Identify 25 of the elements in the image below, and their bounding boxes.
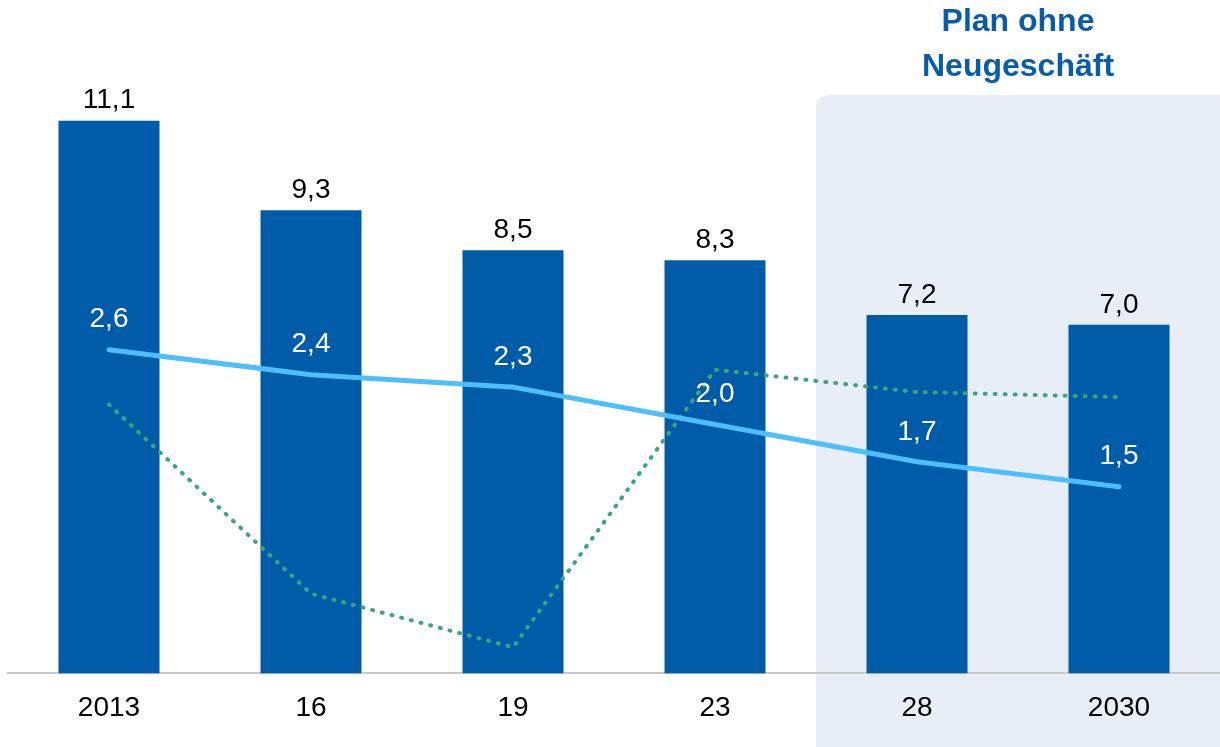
bar bbox=[1068, 324, 1170, 674]
bar bbox=[260, 210, 362, 674]
bar bbox=[462, 250, 564, 674]
data-label: 7,0 bbox=[1099, 287, 1139, 319]
x-tick-label: 19 bbox=[497, 690, 529, 722]
data-label: 2,4 bbox=[291, 327, 331, 359]
data-label: 2,6 bbox=[89, 302, 129, 334]
data-label: 8,5 bbox=[493, 212, 533, 244]
data-label: 8,3 bbox=[695, 222, 735, 254]
x-tick-label: 2013 bbox=[77, 690, 141, 722]
data-label: 9,3 bbox=[291, 173, 331, 205]
x-tick-label: 23 bbox=[699, 690, 731, 722]
band-label: Plan ohne Neugeschäft bbox=[921, 1, 1115, 83]
x-tick-label: 16 bbox=[295, 690, 327, 722]
x-tick-label: 28 bbox=[901, 690, 933, 722]
data-label: 1,5 bbox=[1099, 439, 1139, 471]
data-label: 1,7 bbox=[897, 414, 937, 446]
bar bbox=[866, 314, 968, 674]
bar bbox=[58, 120, 160, 674]
data-label: 11,1 bbox=[82, 83, 136, 115]
x-tick-label: 2030 bbox=[1087, 690, 1151, 722]
data-label: 2,0 bbox=[695, 377, 735, 409]
data-label: 2,3 bbox=[493, 339, 533, 371]
bar bbox=[664, 260, 766, 674]
data-label: 7,2 bbox=[897, 277, 937, 309]
